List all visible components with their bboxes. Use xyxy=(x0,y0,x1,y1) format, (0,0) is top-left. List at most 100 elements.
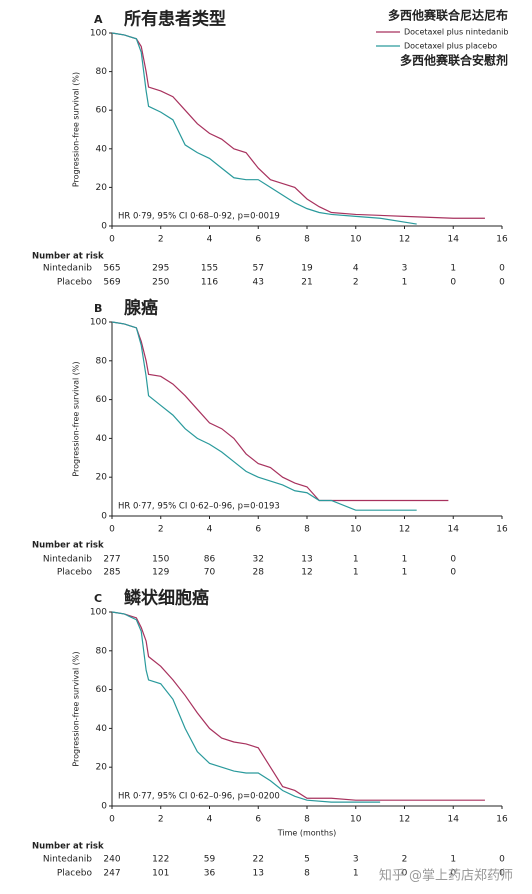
risk-value: 150 xyxy=(152,555,169,565)
y-tick-label: 60 xyxy=(96,395,108,405)
panel-letter: A xyxy=(94,13,103,26)
risk-value: 101 xyxy=(152,869,169,879)
risk-row-name: Nintedanib xyxy=(43,555,92,565)
y-tick-label: 80 xyxy=(96,67,108,77)
x-tick-label: 14 xyxy=(448,525,460,535)
y-tick-label: 40 xyxy=(96,434,108,444)
annotation: HR 0·77, 95% CI 0·62–0·96, p=0·0193 xyxy=(118,502,280,512)
risk-row-name: Nintedanib xyxy=(43,855,92,865)
survival-curve xyxy=(111,32,417,225)
x-tick-label: 10 xyxy=(350,815,362,825)
risk-value: 3 xyxy=(353,855,359,865)
risk-value: 285 xyxy=(103,568,120,578)
y-tick-label: 60 xyxy=(96,685,108,695)
risk-value: 247 xyxy=(103,869,120,879)
panel-letter: B xyxy=(94,302,102,315)
panel-title: 所有患者类型 xyxy=(124,9,226,30)
x-tick-label: 8 xyxy=(304,525,310,535)
x-tick-label: 16 xyxy=(496,525,508,535)
x-tick-label: 6 xyxy=(255,525,261,535)
survival-curve xyxy=(111,32,485,219)
y-tick-label: 20 xyxy=(96,763,108,773)
legend-note: 多西他赛联合尼达尼布 xyxy=(388,8,508,23)
y-tick-label: 60 xyxy=(96,106,108,116)
risk-value: 86 xyxy=(204,555,216,565)
y-tick-label: 100 xyxy=(90,29,107,39)
risk-table-title: Number at risk xyxy=(32,842,104,852)
risk-value: 2 xyxy=(402,855,408,865)
risk-table-title: Number at risk xyxy=(32,252,104,262)
risk-value: 12 xyxy=(301,568,312,578)
legend-label: Docetaxel plus nintedanib xyxy=(404,28,508,37)
survival-curve xyxy=(111,611,381,803)
x-tick-label: 8 xyxy=(304,815,310,825)
risk-row-name: Placebo xyxy=(57,568,93,578)
risk-value: 250 xyxy=(152,278,169,288)
y-axis-label: Progression-free survival (%) xyxy=(72,361,81,476)
risk-value: 1 xyxy=(353,869,359,879)
risk-value: 57 xyxy=(253,264,264,274)
risk-value: 13 xyxy=(301,555,312,565)
x-tick-label: 0 xyxy=(109,815,115,825)
x-tick-label: 8 xyxy=(304,235,310,245)
x-tick-label: 2 xyxy=(158,525,164,535)
x-tick-label: 0 xyxy=(109,525,115,535)
panel-title: 鳞状细胞癌 xyxy=(124,588,209,609)
risk-value: 0 xyxy=(499,278,505,288)
x-tick-label: 6 xyxy=(255,235,261,245)
risk-value: 0 xyxy=(499,855,505,865)
risk-value: 1 xyxy=(402,568,408,578)
risk-value: 1 xyxy=(402,555,408,565)
x-axis-label: Time (months) xyxy=(277,829,337,838)
risk-value: 2 xyxy=(353,278,359,288)
annotation: HR 0·77, 95% CI 0·62–0·96, p=0·0200 xyxy=(118,792,280,802)
risk-value: 240 xyxy=(103,855,120,865)
risk-value: 1 xyxy=(353,555,359,565)
risk-value: 1 xyxy=(353,568,359,578)
risk-value: 3 xyxy=(402,264,408,274)
risk-value: 36 xyxy=(204,869,216,879)
legend-note: 多西他赛联合安慰剂 xyxy=(400,53,508,68)
x-tick-label: 2 xyxy=(158,815,164,825)
risk-value: 0 xyxy=(450,568,456,578)
y-tick-label: 40 xyxy=(96,144,108,154)
x-tick-label: 12 xyxy=(399,235,410,245)
risk-value: 43 xyxy=(253,278,264,288)
x-tick-label: 4 xyxy=(207,815,213,825)
x-tick-label: 16 xyxy=(496,815,508,825)
risk-table-title: Number at risk xyxy=(32,541,104,551)
risk-value: 28 xyxy=(253,568,265,578)
x-tick-label: 12 xyxy=(399,525,410,535)
risk-value: 565 xyxy=(103,264,120,274)
risk-value: 59 xyxy=(204,855,216,865)
risk-value: 0 xyxy=(450,555,456,565)
risk-value: 1 xyxy=(450,264,456,274)
y-tick-label: 40 xyxy=(96,724,108,734)
panel-title: 腺癌 xyxy=(124,298,158,319)
risk-value: 0 xyxy=(450,278,456,288)
risk-value: 8 xyxy=(304,869,310,879)
x-tick-label: 6 xyxy=(255,815,261,825)
risk-value: 0 xyxy=(450,869,456,879)
risk-value: 32 xyxy=(253,555,264,565)
y-tick-label: 80 xyxy=(96,646,108,656)
risk-value: 129 xyxy=(152,568,169,578)
x-tick-label: 10 xyxy=(350,235,362,245)
risk-value: 0 xyxy=(402,869,408,879)
y-tick-label: 100 xyxy=(90,318,107,328)
legend-label: Docetaxel plus placebo xyxy=(404,42,497,51)
x-tick-label: 2 xyxy=(158,235,164,245)
risk-value: 116 xyxy=(201,278,218,288)
panel-letter: C xyxy=(94,592,102,605)
y-tick-label: 0 xyxy=(101,512,107,522)
y-tick-label: 100 xyxy=(90,608,107,618)
risk-value: 569 xyxy=(103,278,120,288)
y-tick-label: 0 xyxy=(101,802,107,812)
risk-row-name: Placebo xyxy=(57,278,93,288)
y-tick-label: 80 xyxy=(96,356,108,366)
y-axis-label: Progression-free survival (%) xyxy=(72,72,81,187)
risk-value: 277 xyxy=(103,555,120,565)
risk-row-name: Placebo xyxy=(57,869,93,879)
x-tick-label: 10 xyxy=(350,525,362,535)
